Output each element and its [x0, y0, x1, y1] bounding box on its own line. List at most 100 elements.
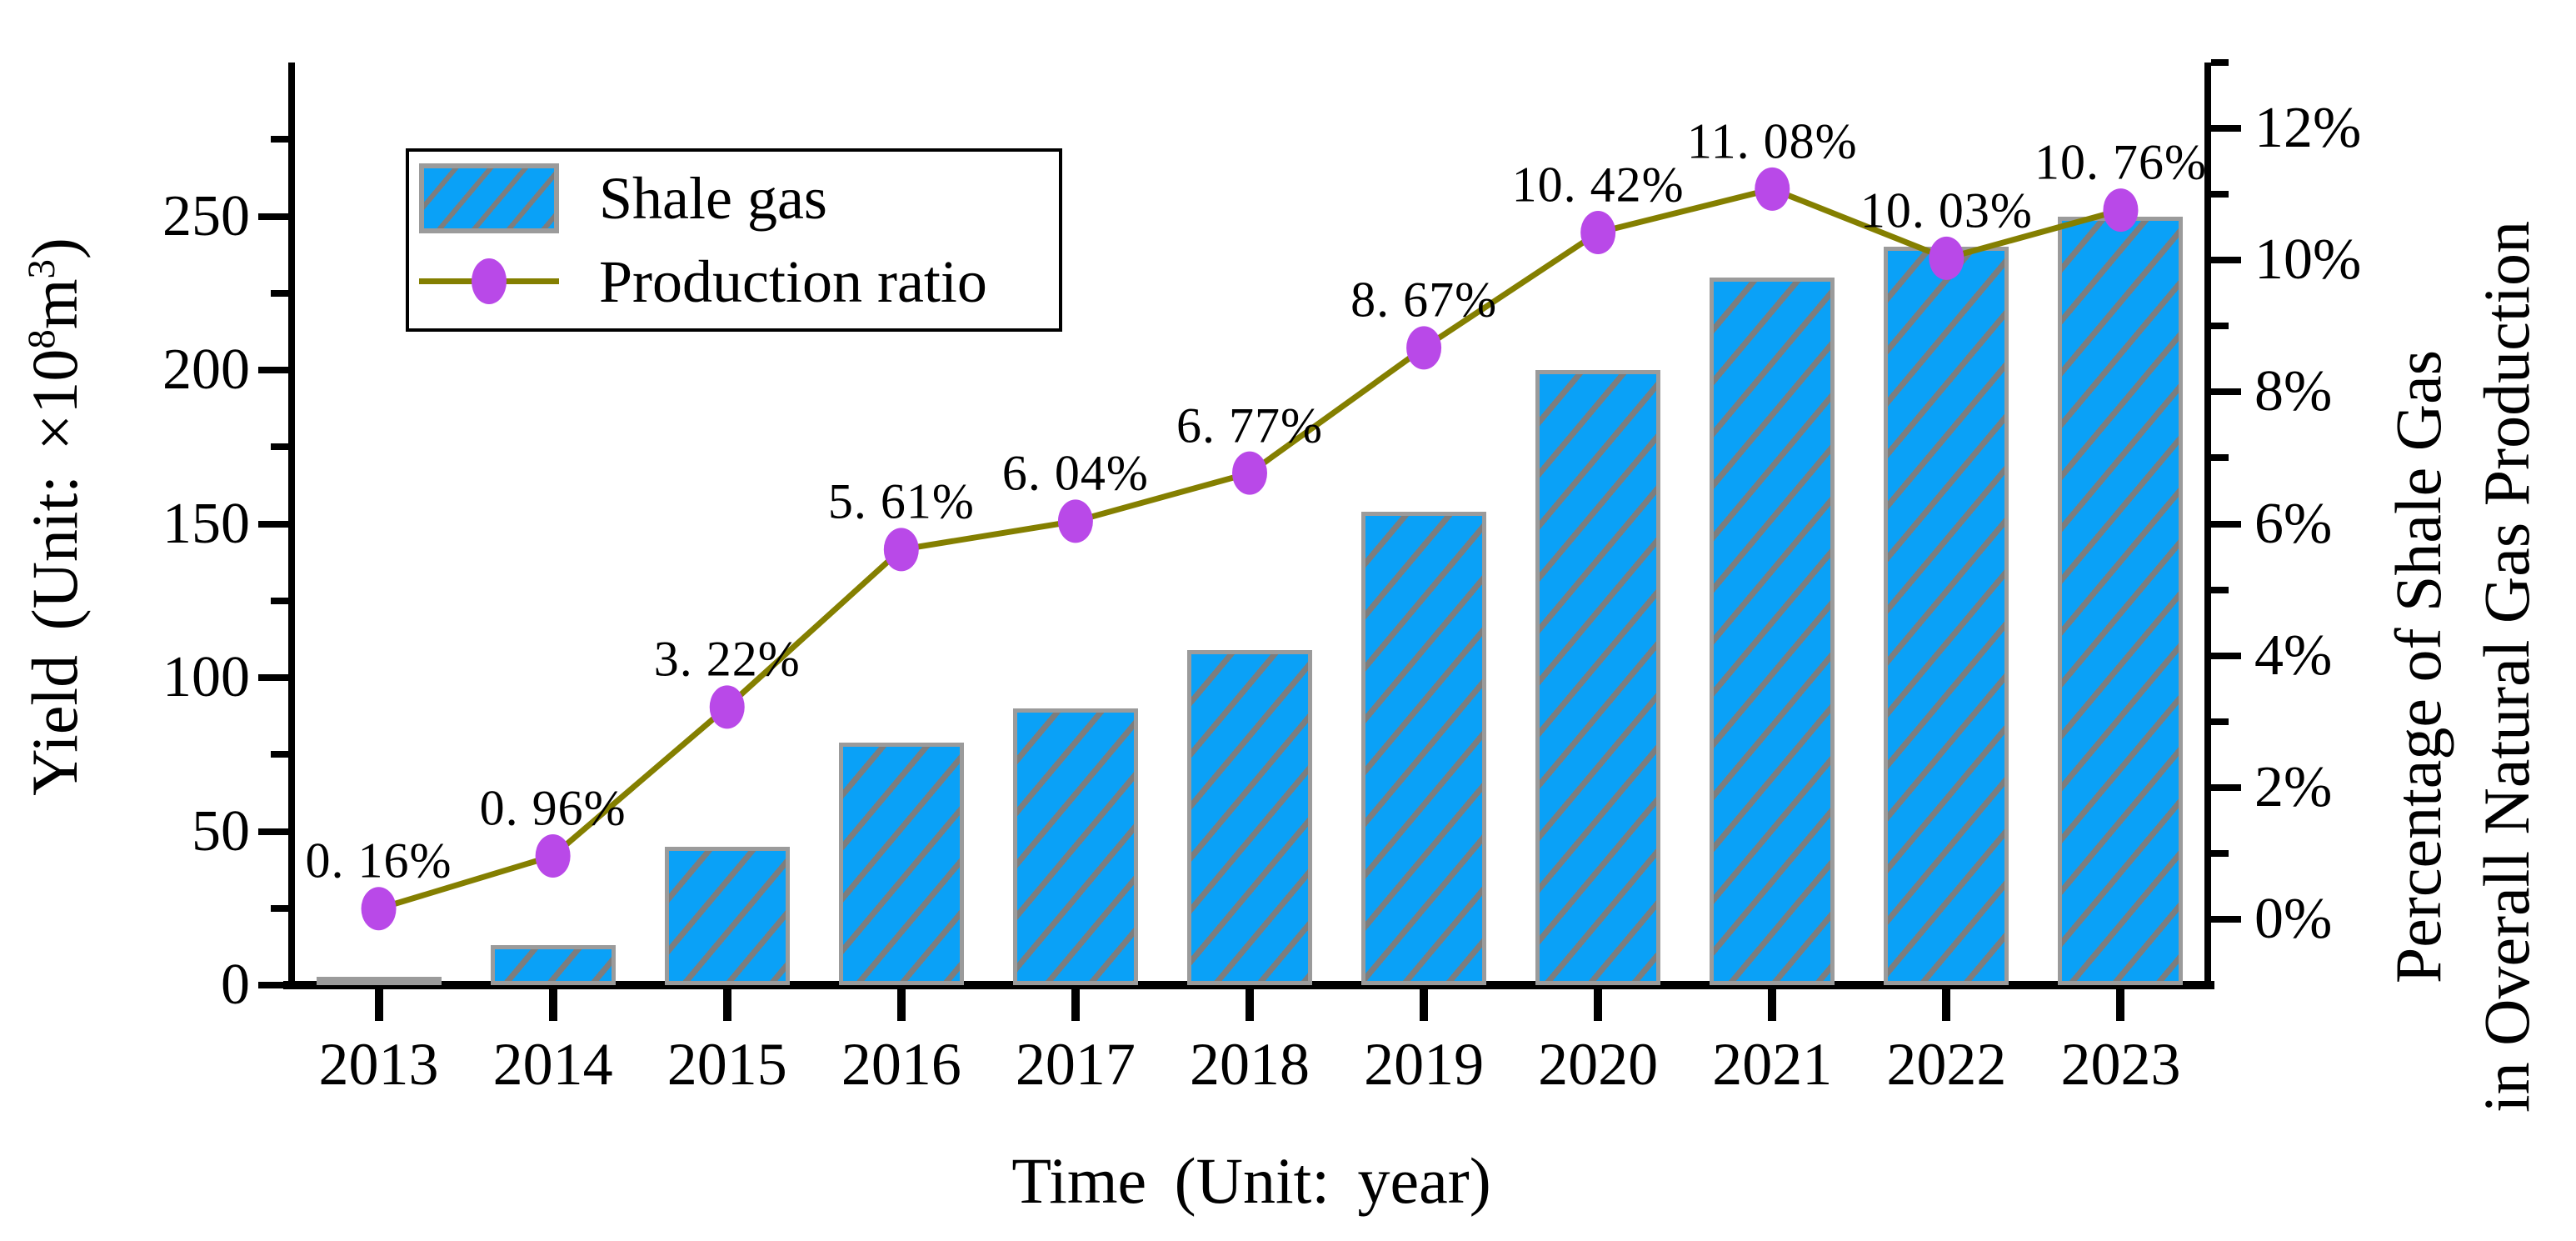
right-tick-label-6%: 6% [2254, 491, 2333, 556]
legend-box: Shale gas Production ratio [406, 148, 1062, 332]
bar-shale-gas-2023 [2058, 216, 2184, 985]
production-ratio-marker-2013 [361, 887, 397, 931]
left-major-tick-200 [258, 367, 288, 373]
right-minor-tick-5 [2211, 586, 2229, 593]
right-axis-spine [2204, 63, 2211, 989]
left-major-tick-0 [258, 982, 288, 988]
right-minor-tick-13 [2211, 59, 2229, 66]
production-ratio-marker-2016 [883, 528, 919, 572]
x-tick-2023 [2116, 989, 2125, 1021]
x-category-label-2019: 2019 [1364, 1031, 1485, 1098]
x-tick-2021 [1768, 989, 1777, 1021]
bar-shale-gas-2021 [1710, 278, 1835, 985]
plot-area: 0. 16% 0. 96% 3. 22% 5. 61% 6. 04% 6. 77% 8. 6… [292, 63, 2208, 985]
legend-shale-gas-label: Shale gas [599, 165, 827, 232]
x-category-label-2018: 2018 [1190, 1031, 1310, 1098]
production-ratio-marker-2021 [1755, 167, 1790, 211]
production-ratio-marker-2018 [1232, 451, 1267, 495]
left-axis-title-sup8: 8 [20, 329, 63, 349]
right-axis-title-line1: Percentage of Shale Gas [2382, 349, 2454, 984]
bar-shale-gas-2015 [664, 846, 790, 985]
x-tick-2020 [1594, 989, 1603, 1021]
legend-production-ratio-label: Production ratio [599, 248, 987, 315]
x-tick-2014 [548, 989, 557, 1021]
production-ratio-line-layer [361, 167, 2139, 931]
x-tick-2018 [1246, 989, 1254, 1021]
left-axis-spine [288, 63, 295, 989]
left-minor-tick-25 [271, 904, 288, 912]
left-major-tick-100 [258, 674, 288, 681]
right-major-tick-6% [2211, 520, 2241, 528]
production-ratio-marker-2022 [1929, 236, 1964, 280]
left-axis-title-close: ) [18, 238, 91, 260]
data-label-2020: 10. 42% [1511, 157, 1685, 213]
production-ratio-marker-2019 [1406, 326, 1442, 370]
right-tick-label-12%: 12% [2254, 96, 2362, 161]
left-minor-tick-225 [271, 289, 288, 297]
right-major-tick-4% [2211, 652, 2241, 659]
x-category-label-2022: 2022 [1886, 1031, 2007, 1098]
production-ratio-marker-2015 [709, 685, 745, 729]
x-tick-2017 [1071, 989, 1080, 1021]
left-minor-tick-75 [271, 751, 288, 758]
x-tick-2019 [1420, 989, 1429, 1021]
left-minor-tick-175 [271, 443, 288, 451]
bar-shale-gas-2018 [1187, 649, 1312, 985]
right-major-tick-2% [2211, 783, 2241, 791]
left-tick-label-50: 50 [192, 798, 250, 863]
right-major-tick-8% [2211, 388, 2241, 396]
right-minor-tick-9 [2211, 323, 2229, 330]
bar-shale-gas-2013 [316, 977, 442, 985]
production-ratio-marker-2014 [535, 834, 571, 878]
data-label-2014: 0. 96% [479, 780, 627, 836]
left-minor-tick-125 [271, 597, 288, 604]
x-category-label-2020: 2020 [1538, 1031, 1659, 1098]
production-ratio-marker-2023 [2103, 188, 2139, 233]
right-major-tick-0% [2211, 915, 2241, 923]
left-minor-tick-275 [271, 136, 288, 143]
data-label-2018: 6. 77% [1176, 398, 1323, 453]
x-tick-2015 [722, 989, 731, 1021]
data-label-2022: 10. 03% [1860, 183, 2033, 238]
bar-shale-gas-2016 [838, 742, 964, 985]
data-label-2021: 11. 08% [1686, 113, 1858, 169]
data-label-2019: 8. 67% [1350, 272, 1498, 328]
left-major-tick-250 [258, 213, 288, 220]
x-category-label-2023: 2023 [2060, 1031, 2181, 1098]
right-tick-label-8%: 8% [2254, 359, 2333, 424]
right-major-tick-10% [2211, 257, 2241, 264]
right-minor-tick-11 [2211, 191, 2229, 198]
left-tick-label-100: 100 [162, 645, 250, 709]
production-ratio-marker-2017 [1057, 499, 1093, 543]
x-category-label-2021: 2021 [1712, 1031, 1833, 1098]
left-axis-title-text: Yield (Unit: ×10 [18, 348, 91, 796]
left-tick-label-150: 150 [162, 491, 250, 556]
data-label-2017: 6. 04% [1001, 445, 1149, 501]
x-tick-2016 [896, 989, 906, 1021]
right-tick-label-2%: 2% [2254, 754, 2333, 819]
x-category-label-2014: 2014 [492, 1031, 613, 1098]
bar-shale-gas-2019 [1361, 511, 1487, 985]
right-minor-tick-7 [2211, 454, 2229, 462]
bar-shale-gas-2017 [1012, 708, 1138, 985]
right-major-tick-12% [2211, 125, 2241, 133]
bar-shale-gas-2020 [1535, 370, 1661, 985]
left-tick-label-250: 250 [162, 183, 250, 248]
production-ratio-marker-2020 [1580, 211, 1616, 255]
data-label-2013: 0. 16% [305, 833, 452, 888]
legend-shale-gas-swatch [419, 163, 559, 233]
right-axis-title-line2: in Overall Natural Gas Production [2470, 220, 2543, 1113]
bar-shale-gas-2014 [490, 945, 616, 985]
x-axis-title: Time (Unit: year) [1011, 1144, 1491, 1217]
right-tick-label-10%: 10% [2254, 228, 2362, 293]
legend-marker-dot [472, 258, 507, 304]
left-tick-label-200: 200 [162, 338, 250, 402]
bar-shale-gas-2022 [1884, 247, 2009, 985]
left-axis-title: Yield (Unit: ×108m3) [17, 238, 92, 796]
right-tick-label-0%: 0% [2254, 886, 2333, 951]
x-category-label-2013: 2013 [318, 1031, 439, 1098]
data-label-2015: 3. 22% [653, 631, 801, 687]
left-axis-title-sup3: 3 [20, 259, 63, 279]
x-category-label-2015: 2015 [666, 1031, 787, 1098]
